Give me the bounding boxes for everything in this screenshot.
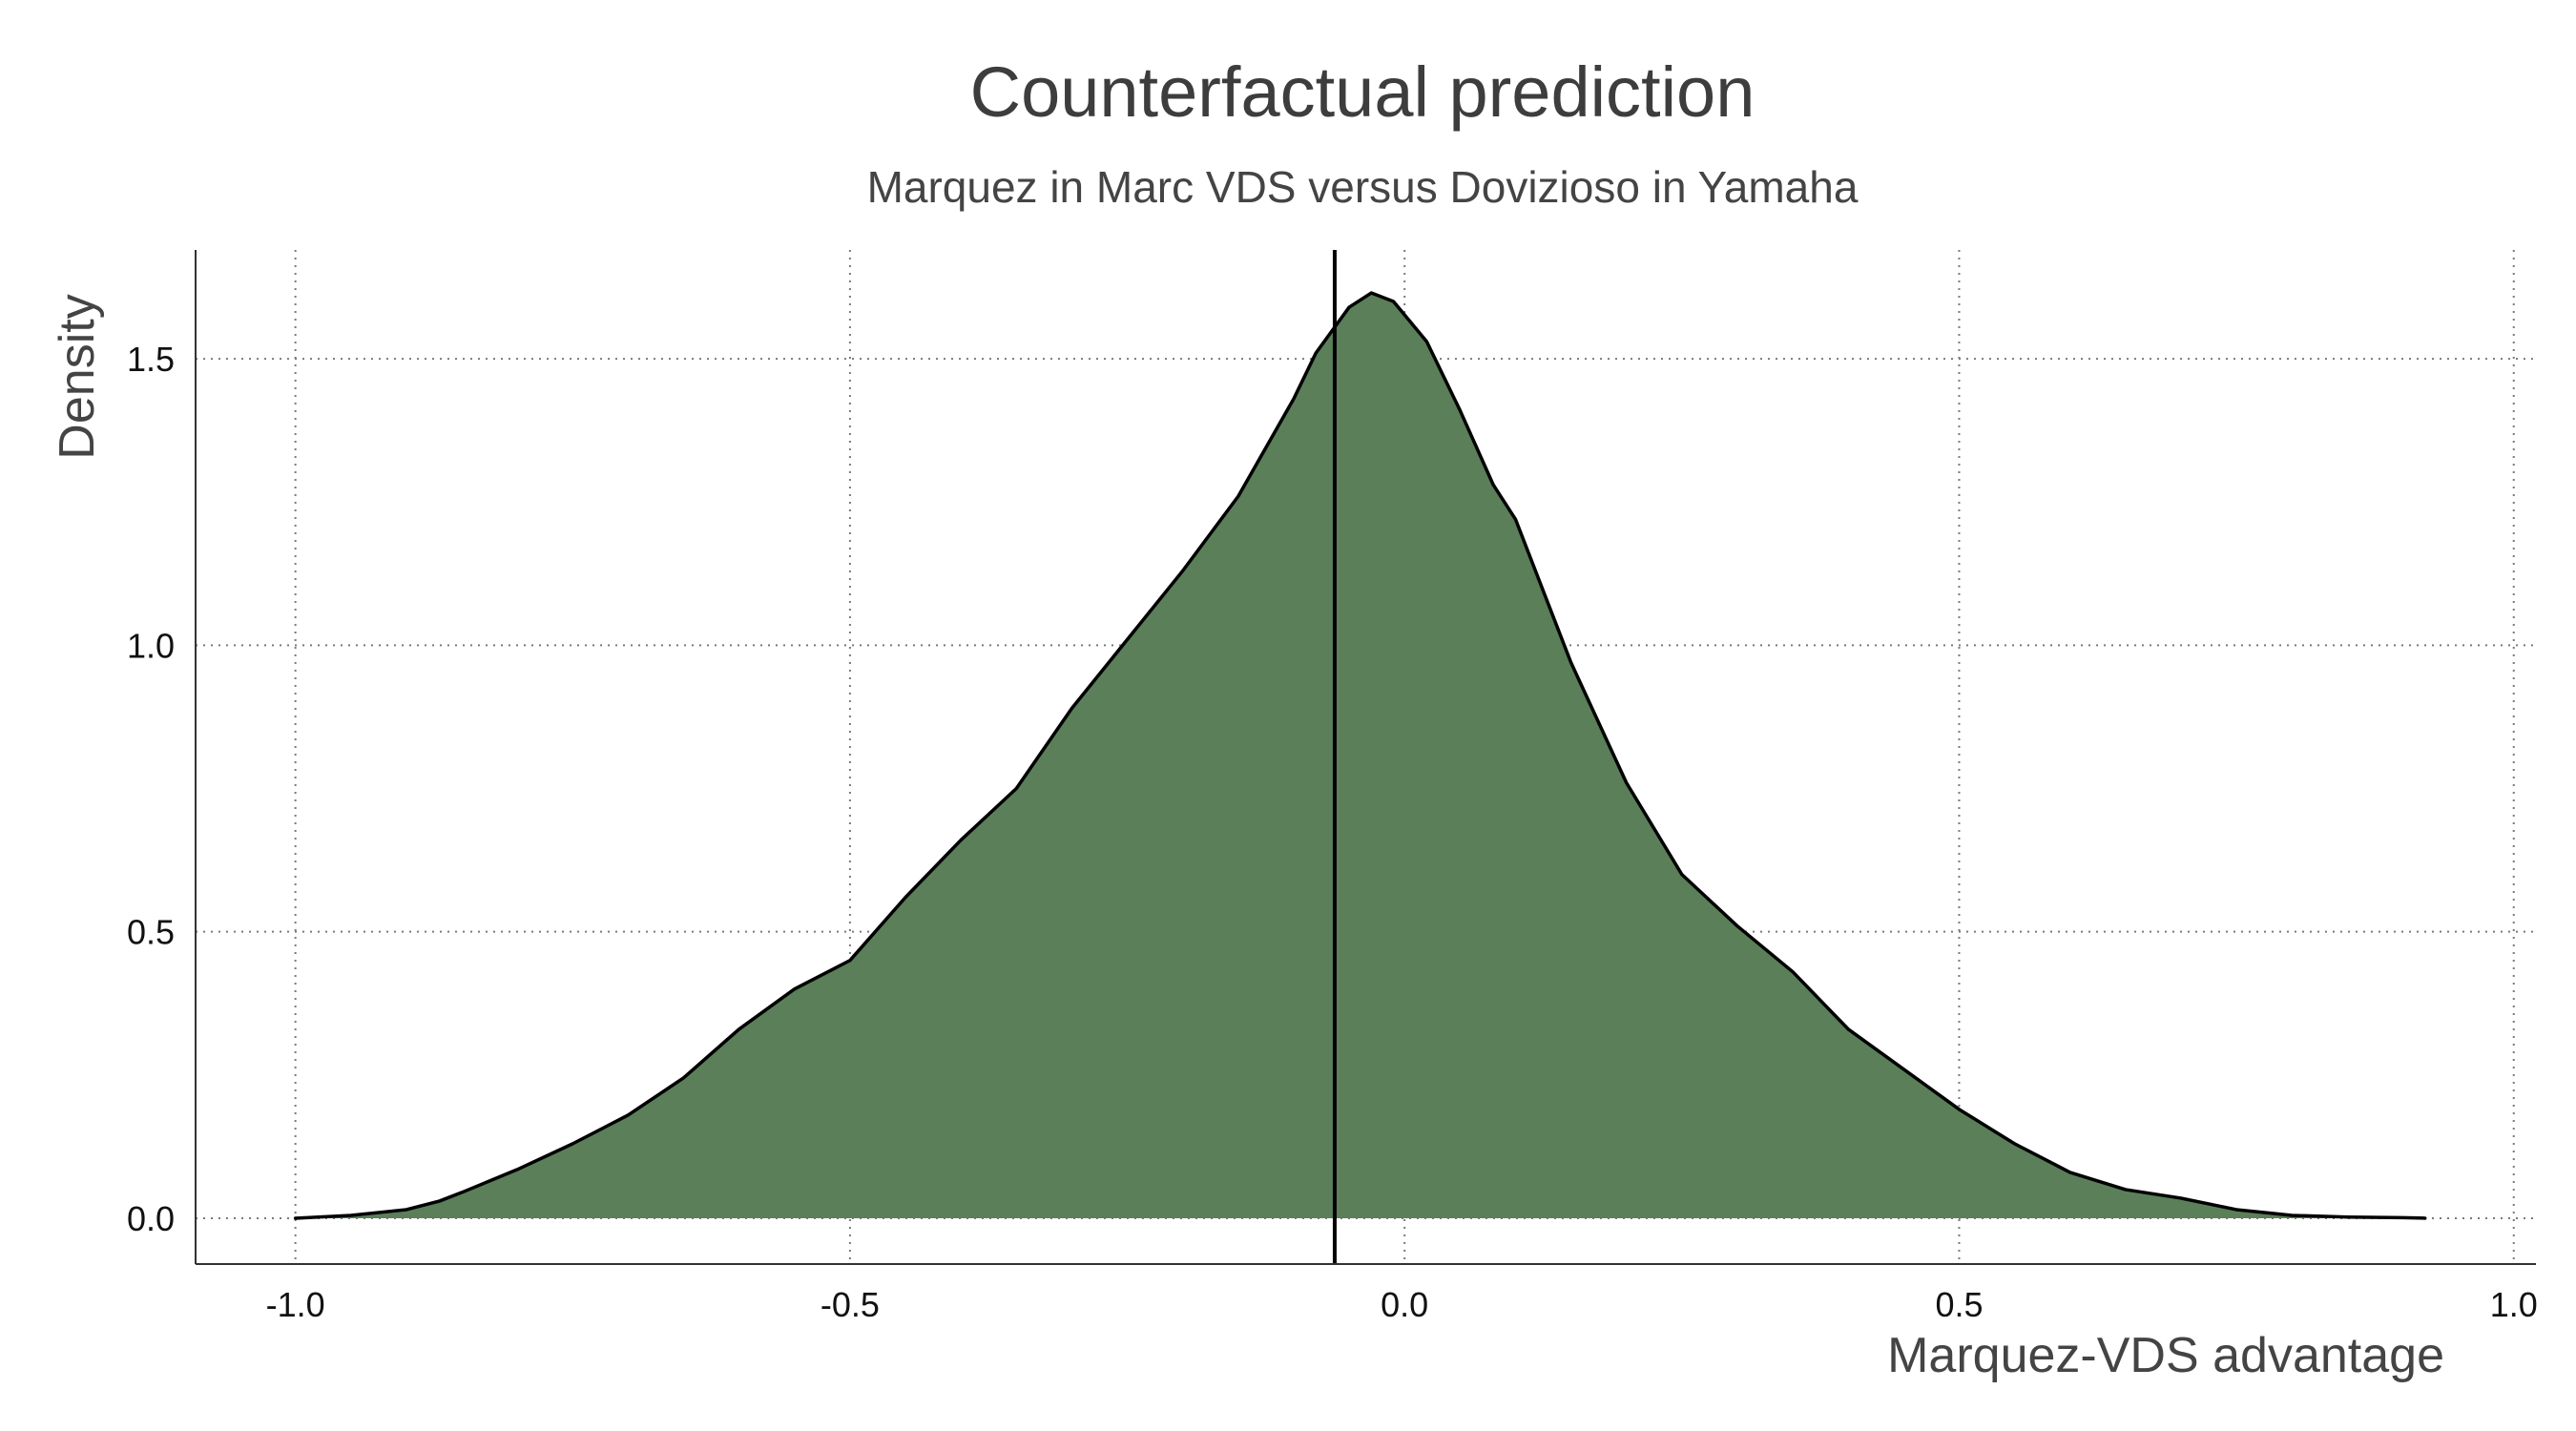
- y-axis-label: Density: [50, 294, 105, 459]
- x-tick-label: 1.0: [2490, 1285, 2538, 1324]
- y-tick-label: 1.0: [127, 626, 175, 665]
- density-area-layer: [293, 250, 2427, 1264]
- y-tick-label: 1.5: [127, 340, 175, 379]
- x-tick-label: -0.5: [821, 1285, 880, 1324]
- axis-layer: -1.0 -0.5 0.0 0.5 1.0 0.0 0.5 1.0 1.5: [127, 250, 2538, 1324]
- chart-title: Counterfactual prediction: [970, 52, 1755, 132]
- x-tick-label: 0.5: [1935, 1285, 1983, 1324]
- x-tick-label: 0.0: [1381, 1285, 1428, 1324]
- y-tick-label: 0.0: [127, 1199, 175, 1238]
- x-axis-label: Marquez-VDS advantage: [1887, 1328, 2444, 1383]
- density-outline: [293, 291, 2427, 1220]
- y-tick-label: 0.5: [127, 913, 175, 952]
- x-tick-label: -1.0: [266, 1285, 325, 1324]
- density-area: [295, 293, 2425, 1218]
- chart-subtitle: Marquez in Marc VDS versus Dovizioso in …: [867, 162, 1859, 212]
